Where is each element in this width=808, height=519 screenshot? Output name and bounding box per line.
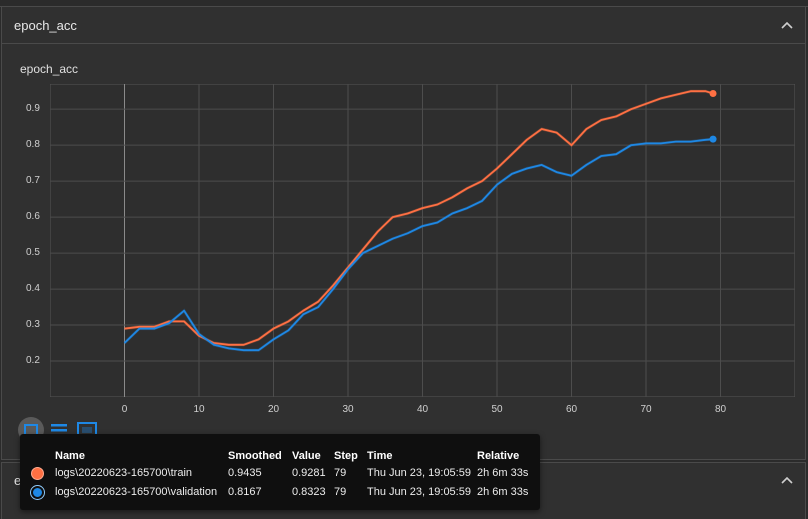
- row-step: 79: [334, 467, 347, 479]
- header-name: Name: [55, 450, 85, 462]
- chart-area[interactable]: [49, 83, 796, 398]
- y-tick-label: 0.5: [26, 247, 40, 259]
- x-tick-label: 50: [491, 404, 503, 415]
- chart-title: epoch_acc: [20, 62, 79, 76]
- x-tick-label: 10: [193, 404, 205, 415]
- x-tick-label: 60: [565, 404, 578, 415]
- series-color-dot: [31, 467, 44, 480]
- series-color-dot: [31, 486, 44, 499]
- row-relative: 2h 6m 33s: [477, 486, 529, 498]
- row-name: logs\20220623-165700\train: [55, 467, 193, 479]
- header-smoothed: Smoothed: [228, 450, 282, 462]
- header-relative: Relative: [477, 450, 520, 462]
- row-relative: 2h 6m 33s: [477, 467, 529, 479]
- row-step: 79: [334, 486, 347, 498]
- row-name: logs\20220623-165700\validation: [55, 486, 218, 498]
- row-value: 0.9281: [292, 467, 326, 479]
- y-tick-label: 0.2: [26, 355, 40, 367]
- row-time: Thu Jun 23, 19:05:59: [367, 467, 471, 479]
- chevron-up-icon[interactable]: [779, 17, 795, 33]
- x-tick-label: 70: [640, 404, 652, 415]
- x-tick-label: 40: [416, 404, 429, 415]
- row-value: 0.8323: [292, 486, 326, 498]
- series-line: [124, 90, 714, 346]
- row-smoothed: 0.8167: [228, 486, 262, 498]
- y-tick-label: 0.3: [26, 319, 40, 331]
- series-end-point: [709, 135, 717, 143]
- y-tick-label: 0.9: [26, 103, 40, 115]
- series-line: [123, 138, 714, 352]
- tooltip-row: logs\20220623-165700\validation 0.8167 0…: [20, 484, 540, 502]
- header-step: Step: [334, 450, 358, 462]
- header-value: Value: [292, 450, 321, 462]
- y-tick-label: 0.7: [26, 175, 40, 187]
- x-tick-label: 80: [714, 404, 727, 415]
- line-chart[interactable]: [49, 83, 796, 398]
- row-smoothed: 0.9435: [228, 467, 262, 479]
- tooltip-header: Name Smoothed Value Step Time Relative: [20, 448, 540, 466]
- series-end-point: [709, 90, 717, 98]
- x-tick-label: 30: [342, 404, 354, 415]
- y-tick-label: 0.4: [26, 283, 40, 295]
- header-time: Time: [367, 450, 393, 462]
- card-header[interactable]: epoch_acc: [2, 7, 805, 44]
- row-time: Thu Jun 23, 19:05:59: [367, 486, 471, 498]
- chevron-up-icon[interactable]: [779, 472, 795, 488]
- data-tooltip: Name Smoothed Value Step Time Relative l…: [20, 434, 540, 510]
- card-title: epoch_acc: [14, 18, 77, 33]
- x-tick-label: 20: [267, 404, 280, 415]
- y-tick-label: 0.6: [26, 211, 40, 223]
- y-tick-label: 0.8: [26, 139, 40, 151]
- tooltip-row: logs\20220623-165700\train 0.9435 0.9281…: [20, 465, 540, 483]
- x-tick-label: 0: [121, 404, 128, 415]
